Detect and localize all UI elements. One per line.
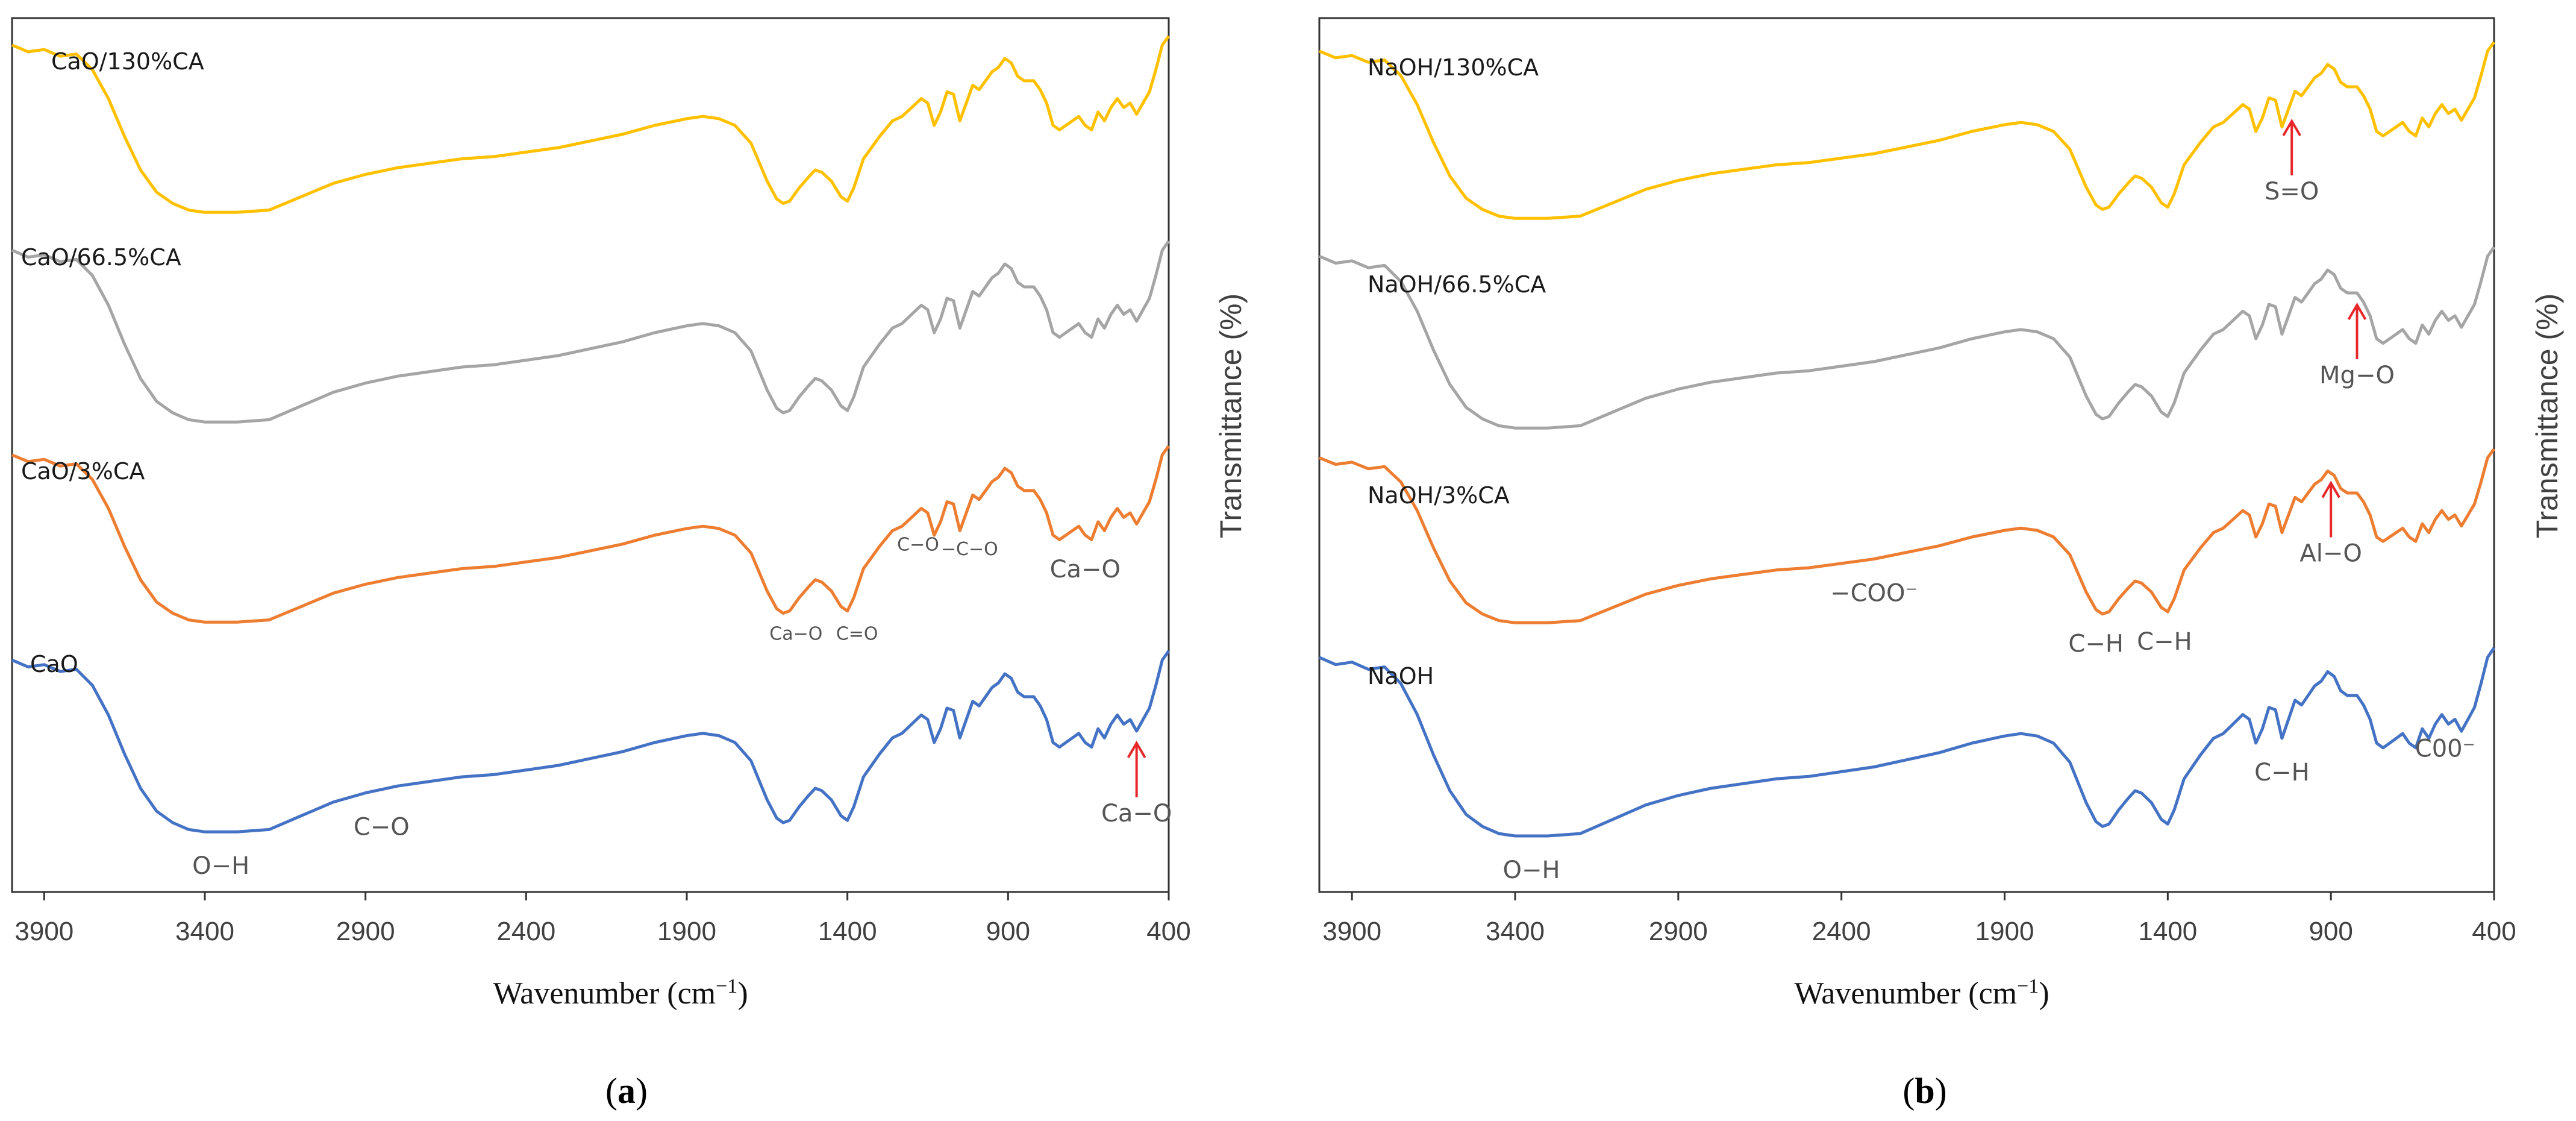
panel-a-annotations: O−HC−O Ca−OCa−O C=OC−O −C−OCa−O [192,535,1172,881]
peak-annotation: Al−O [2299,540,2362,568]
peak-annotation: Mg−O [2319,362,2395,389]
panel-b-label: (b) [1902,1071,1946,1111]
panel-a-frame [11,17,1170,893]
peak-annotation: C−O [354,814,410,841]
annotation-arrow [2321,480,2340,538]
x-tick-label: 900 [2309,917,2352,946]
peak-annotation: O−H [192,852,249,880]
panel-a-series-labels: CaO/130%CA CaO/66.5%CA CaO/3%CA CaO [21,48,204,677]
panel-a-label: (a) [605,1071,648,1111]
peak-annotation: O−H [1503,856,1560,884]
panel-b-annotations: O−H C−H C00⁻ −COO⁻ C−H C−H Al−O Mg−O S=O [1503,119,2475,884]
series-label: CaO/130%CA [51,48,204,75]
peak-annotation: C−H [2137,628,2192,656]
panel-b-y-axis-title: Transmittance (%) [2530,294,2564,539]
panel-a-x-axis-title: Wavenumber (cm−1) [493,975,748,1011]
annotation-arrow [2282,119,2301,175]
x-tick-label: 400 [1146,917,1190,946]
series-line-naoh-66-5-ca [1319,246,2496,430]
peak-annotation: −C−O [941,539,998,560]
peak-annotation: C−H [2068,630,2124,658]
x-tick-label: 2900 [1649,917,1708,946]
panel-b-series-labels: NaOH/130%CA NaOH/66.5%CA NaOH/3%CA NaOH [1368,54,1546,689]
peak-annotation: C=O [836,624,878,645]
series-line-cao-3-ca [11,445,1171,624]
series-label: CaO/66.5%CA [21,244,181,271]
series-label: NaOH/66.5%CA [1368,271,1546,298]
annotation-arrow [1127,741,1146,797]
x-tick-label: 400 [2472,917,2516,946]
peak-annotation: Ca−O [1101,800,1172,827]
series-line-naoh [1318,647,2496,838]
peak-annotation: C−H [2254,759,2310,787]
panel-b-x-axis-title: Wavenumber (cm−1) [1794,975,2049,1011]
x-tick-label: 2400 [496,917,555,946]
x-tick-label: 1400 [818,917,877,946]
panel-b-series-group [1318,41,2496,838]
x-tick-label: 3400 [1486,917,1545,946]
panel-a: 3900 3400 2900 2400 1900 1400 900 400 CaO/130%C… [11,17,1248,1111]
x-tick-label: 3900 [1322,917,1381,946]
annotation-arrow [2347,303,2367,359]
x-tick-label: 1900 [657,917,716,946]
peak-annotation: C−O [897,535,939,556]
panel-b-x-ticks: 3900 3400 2900 2400 1900 1400 900 400 [1322,892,2516,946]
series-label: NaOH [1368,663,1434,689]
x-tick-label: 2900 [336,917,395,946]
series-label: CaO/3%CA [21,458,145,485]
panel-a-series-group [11,35,1171,834]
panel-a-y-axis-title: Transmittance (%) [1214,294,1248,539]
x-tick-label: 900 [986,917,1030,946]
x-tick-label: 2400 [1812,917,1871,946]
panel-a-x-ticks: 3900 3400 2900 2400 1900 1400 900 400 [14,892,1191,946]
x-tick-label: 1900 [1975,917,2034,946]
series-label: NaOH/130%CA [1368,54,1539,81]
peak-annotation: Ca−O [769,624,822,645]
series-line-cao-130-ca [11,35,1171,214]
peak-annotation: −COO⁻ [1830,580,1918,608]
peak-annotation: S=O [2265,178,2319,206]
x-tick-label: 3400 [175,917,234,946]
series-label: NaOH/3%CA [1368,482,1510,509]
x-tick-label: 3900 [14,917,73,946]
x-tick-label: 1400 [2138,917,2197,946]
panel-b: 3900 3400 2900 2400 1900 1400 900 400 NaOH/130%… [1318,17,2564,1111]
series-line-cao-66-5-ca [11,240,1171,424]
peak-annotation: Ca−O [1050,556,1121,583]
series-label: CaO [30,651,78,677]
peak-annotation: C00⁻ [2415,735,2475,763]
series-line-cao [11,650,1171,834]
series-line-naoh-3-ca [1319,448,2496,624]
series-line-naoh-130-ca [1319,41,2496,220]
